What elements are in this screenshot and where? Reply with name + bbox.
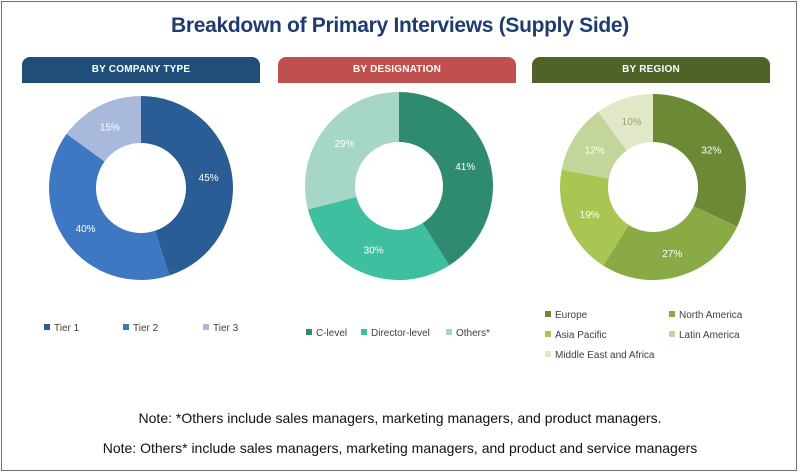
slice-data-label: 45% — [199, 173, 219, 184]
donut-2: 32% 27% 19% 12% 10% — [560, 94, 746, 280]
legend-swatch — [203, 324, 209, 330]
legend-swatch — [545, 351, 551, 357]
legend-label: North America — [679, 310, 743, 321]
chart-header-designation: BY DESIGNATION — [278, 57, 516, 83]
legend-swatch — [545, 311, 551, 317]
slice-data-label: 10% — [622, 117, 642, 128]
slice-data-label: 29% — [334, 139, 354, 150]
slice-data-label: 19% — [580, 210, 600, 221]
donut-slice — [49, 133, 170, 280]
donut-slice — [561, 111, 627, 179]
legend-swatch — [446, 329, 452, 335]
legend-item-north-america: North America — [669, 310, 742, 321]
legend-item-others: Others* — [446, 328, 490, 339]
note-1: Note: *Others include sales managers, ma… — [138, 410, 662, 426]
legend-label: Others* — [456, 328, 490, 339]
legend-label: Asia Pacific — [555, 330, 607, 341]
legend-swatch — [306, 329, 312, 335]
legend-label: Tier 2 — [133, 323, 159, 334]
legend-swatch — [669, 331, 675, 337]
legend-item-c-level: C-level — [306, 328, 347, 339]
legend-label: C-level — [316, 328, 348, 339]
donut-slice — [66, 96, 141, 162]
slice-data-label: 32% — [701, 146, 721, 157]
slice-data-label: 30% — [364, 246, 384, 257]
chart-header-company-type: BY COMPANY TYPE — [22, 57, 260, 83]
legend-item-middle-east-africa: Middle East and Africa — [545, 350, 655, 361]
legend-label: Tier 3 — [213, 323, 239, 334]
slice-data-label: 15% — [100, 122, 120, 133]
slice-data-label: 12% — [585, 146, 605, 157]
donut-slice — [305, 92, 399, 210]
legend-item-latin-america: Latin America — [669, 330, 740, 341]
legend-item-tier-2: Tier 2 — [123, 323, 158, 334]
legend-swatch — [44, 324, 50, 330]
legend-item-tier-3: Tier 3 — [203, 323, 238, 334]
legend-label: Europe — [555, 310, 588, 321]
legend-label: Director-level — [371, 328, 430, 339]
slice-data-label: 27% — [662, 249, 682, 260]
legend-swatch — [361, 329, 367, 335]
legend-swatch — [669, 311, 675, 317]
legend-swatch — [545, 331, 551, 337]
slice-data-label: 40% — [76, 224, 96, 235]
legend-item-tier-1: Tier 1 — [44, 323, 79, 334]
donut-slice — [603, 206, 738, 280]
donut-slice — [653, 94, 746, 227]
legend-item-europe: Europe — [545, 310, 587, 321]
donut-1: 41% 30% 29% — [305, 92, 493, 280]
donut-slice — [399, 92, 493, 266]
donut-slice — [598, 94, 653, 151]
donut-0: 45% 40% 15% — [49, 96, 233, 280]
note-2: Note: Others* include sales managers, ma… — [102, 440, 698, 456]
donut-slice — [307, 196, 450, 280]
page-title: Breakdown of Primary Interviews (Supply … — [171, 14, 629, 37]
legend-swatch — [123, 324, 129, 330]
legend-item-asia-pacific: Asia Pacific — [545, 330, 607, 341]
legend-label: Tier 1 — [54, 323, 80, 334]
legend-item-director-level: Director-level — [361, 328, 430, 339]
slice-data-label: 41% — [455, 162, 475, 173]
donut-slice — [560, 169, 629, 266]
legend-label: Latin America — [679, 330, 740, 341]
legend-label: Middle East and Africa — [555, 350, 655, 361]
chart-header-region: BY REGION — [532, 57, 770, 83]
donut-slice — [141, 96, 233, 276]
